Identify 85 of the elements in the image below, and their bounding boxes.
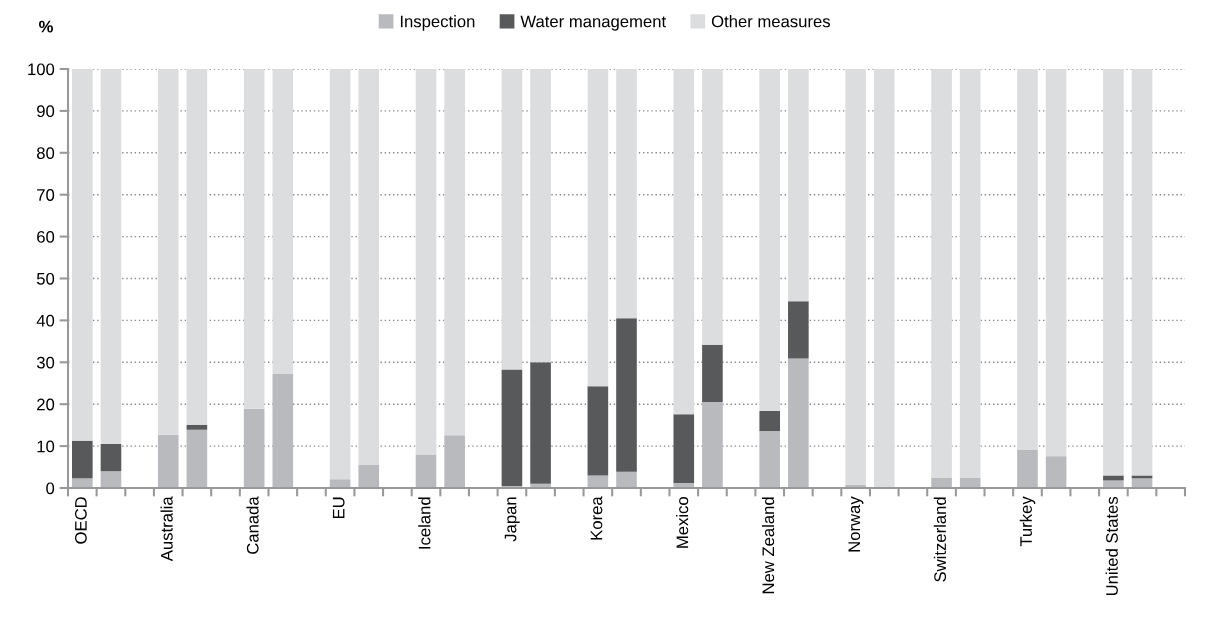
y-tick-label: 10 — [37, 440, 55, 453]
bar — [616, 318, 637, 472]
bar — [100, 69, 122, 444]
bar — [157, 69, 179, 435]
bar — [243, 69, 265, 409]
y-tick-label: 100 — [28, 63, 55, 76]
bar — [415, 69, 437, 455]
bar — [530, 362, 551, 484]
bar — [845, 69, 866, 485]
bar — [358, 464, 380, 488]
bar — [444, 69, 465, 436]
x-tick-label: OECD — [74, 497, 87, 544]
x-tick-label: Mexico — [676, 497, 689, 548]
bar — [759, 431, 781, 488]
bar — [1131, 475, 1153, 479]
bar — [530, 69, 551, 363]
y-tick-label: 50 — [36, 272, 55, 285]
bar — [1131, 478, 1153, 488]
bar — [72, 69, 93, 441]
y-tick-label: 40 — [36, 314, 55, 327]
bar — [1017, 69, 1038, 450]
x-tick-label: United States — [1105, 496, 1118, 596]
bar — [1017, 449, 1038, 488]
bar — [444, 435, 465, 488]
x-tick-label: Korea — [590, 496, 603, 540]
x-tick-label: EU — [332, 497, 345, 519]
bar — [272, 374, 294, 488]
y-tick-label: 0 — [46, 482, 55, 495]
bar — [959, 69, 981, 478]
y-axis-title: % — [39, 20, 53, 33]
bar — [329, 69, 351, 480]
x-tick-label: Canada — [246, 496, 259, 554]
bar — [1131, 69, 1153, 476]
bar — [759, 410, 781, 432]
bar — [100, 444, 122, 472]
legend-label: Water management — [520, 15, 666, 31]
bar — [673, 414, 695, 483]
x-tick-label: Iceland — [418, 497, 431, 549]
bar — [186, 424, 208, 430]
y-tick-label: 30 — [36, 356, 55, 369]
bar — [788, 358, 809, 488]
bar — [501, 369, 523, 486]
bar — [1103, 480, 1124, 488]
bar — [759, 69, 781, 411]
bar — [1103, 69, 1124, 476]
bar — [358, 69, 380, 465]
x-tick-label: Japan — [504, 497, 520, 542]
bar — [1045, 69, 1067, 457]
bar — [702, 402, 723, 488]
bar — [873, 69, 895, 488]
x-tick-label: Turkey — [1019, 496, 1036, 547]
bar — [501, 69, 523, 370]
bar — [587, 475, 609, 488]
bar — [272, 69, 294, 375]
bar — [72, 478, 93, 488]
bar — [616, 471, 637, 488]
y-tick-label: 20 — [37, 398, 55, 411]
bar — [702, 344, 723, 403]
bar — [186, 429, 208, 488]
x-tick-label: Norway — [848, 496, 864, 552]
bar — [788, 69, 809, 302]
x-tick-label: Switzerland — [933, 497, 947, 582]
bar — [100, 471, 122, 488]
y-tick-label: 60 — [37, 231, 55, 243]
x-tick-label: Australia — [160, 496, 173, 562]
bar — [587, 386, 609, 476]
bar — [157, 434, 179, 488]
bar — [186, 69, 208, 425]
bar — [243, 408, 265, 488]
y-tick-label: 70 — [37, 189, 55, 201]
x-tick-label: New Zealand — [761, 497, 775, 594]
legend-label: Other measures — [711, 15, 830, 28]
bar — [72, 440, 93, 479]
legend-label: Inspection — [400, 15, 475, 31]
bar — [788, 301, 809, 359]
y-tick-label: 80 — [36, 147, 55, 159]
bar — [673, 69, 695, 415]
bar — [1045, 456, 1067, 488]
bar — [587, 69, 609, 387]
bar — [616, 69, 637, 319]
bar — [415, 454, 437, 488]
y-tick-label: 90 — [37, 105, 55, 118]
bar — [931, 69, 952, 478]
bar — [1103, 475, 1124, 481]
bar — [702, 69, 723, 345]
